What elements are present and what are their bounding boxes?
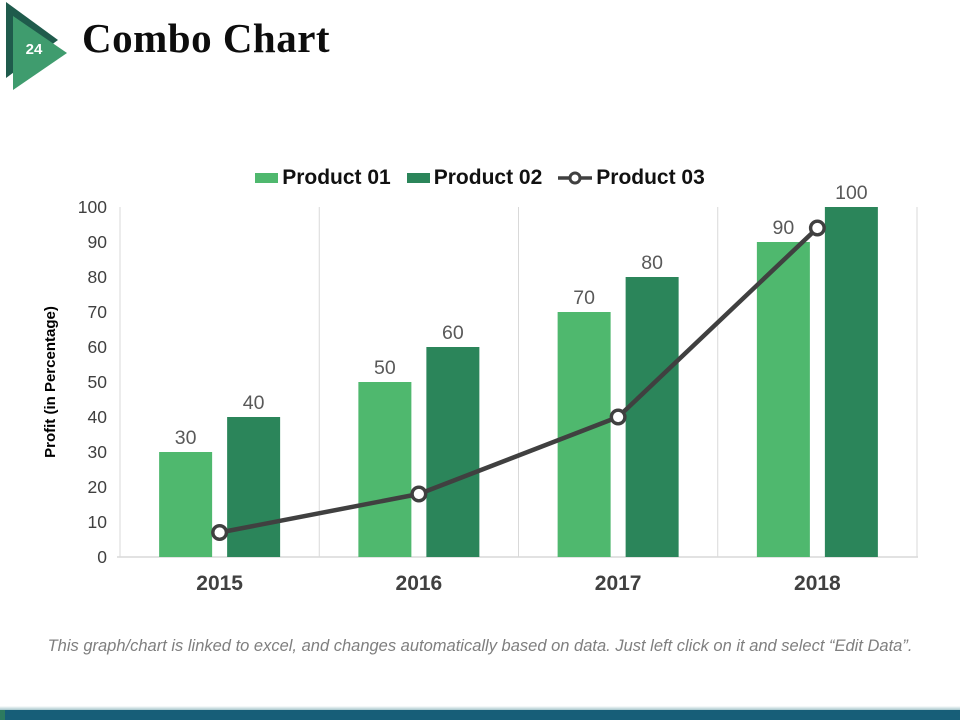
bottom-strip-fade xyxy=(0,706,960,710)
y-tick-label: 40 xyxy=(88,407,108,427)
legend-swatch-product-02-icon xyxy=(406,173,430,183)
bar-data-label: 70 xyxy=(573,287,595,309)
y-tick-label: 90 xyxy=(88,232,108,252)
bar-data-label: 100 xyxy=(835,182,868,204)
bar-product-01-2018[interactable] xyxy=(756,242,810,557)
bar-product-02-2018[interactable] xyxy=(824,207,878,557)
bar-product-01-2017[interactable] xyxy=(557,312,611,557)
corner-triangles-decoration xyxy=(6,2,67,90)
footnote-text: This graph/chart is linked to excel, and… xyxy=(47,637,913,655)
bar-product-02-2017[interactable] xyxy=(625,277,679,557)
line-marker-2016[interactable] xyxy=(410,485,428,503)
legend-label-product-03: Product 03 xyxy=(596,166,705,189)
line-series-product-03[interactable] xyxy=(217,225,820,535)
legend-label-product-01: Product 01 xyxy=(282,166,391,189)
y-tick-label: 50 xyxy=(88,372,108,392)
line-marker-2018[interactable] xyxy=(808,219,826,237)
legend-item-product-03[interactable]: Product 03 xyxy=(558,166,705,190)
bar-product-02-2016[interactable] xyxy=(426,347,480,557)
bar-product-01-2016[interactable] xyxy=(358,382,412,557)
legend-line-marker-icon xyxy=(558,171,593,185)
y-tick-label: 20 xyxy=(88,477,108,497)
legend-item-product-02[interactable]: Product 02 xyxy=(406,166,543,190)
line-marker-2015[interactable] xyxy=(211,524,229,542)
legend-swatch-product-01-icon xyxy=(255,173,279,183)
x-tick-label-2017: 2017 xyxy=(595,572,642,595)
bar-data-label: 50 xyxy=(374,357,396,379)
legend-label-product-02: Product 02 xyxy=(433,166,543,189)
bottom-strip-bar xyxy=(0,710,960,720)
bar-product-02-2015[interactable] xyxy=(227,417,281,557)
bar-product-01-2015[interactable] xyxy=(159,452,213,557)
y-tick-label: 10 xyxy=(88,512,108,532)
x-tick-label-2018: 2018 xyxy=(794,572,841,595)
bar-data-label: 90 xyxy=(773,217,795,239)
x-tick-label-2016: 2016 xyxy=(396,572,443,595)
bar-data-label: 40 xyxy=(243,392,265,414)
front-triangle xyxy=(13,16,67,90)
y-tick-label: 70 xyxy=(88,302,108,322)
y-tick-label: 80 xyxy=(88,267,108,287)
line-marker-2017[interactable] xyxy=(609,408,627,426)
y-tick-label: 30 xyxy=(88,442,108,462)
y-tick-label: 60 xyxy=(88,337,108,357)
y-tick-label: 0 xyxy=(97,547,107,567)
chart-legend: Product 01 Product 02 Product 03 xyxy=(0,163,960,193)
bar-data-label: 30 xyxy=(175,427,197,449)
bar-data-label: 80 xyxy=(641,252,663,274)
bottom-strip-corner-accent xyxy=(0,710,5,720)
page-title: Combo Chart xyxy=(82,15,331,61)
bar-data-label: 60 xyxy=(442,322,464,344)
legend-item-product-01[interactable]: Product 01 xyxy=(255,166,391,190)
page-number: 24 xyxy=(25,41,43,58)
x-tick-label-2015: 2015 xyxy=(196,572,243,595)
y-tick-label: 100 xyxy=(78,197,107,217)
